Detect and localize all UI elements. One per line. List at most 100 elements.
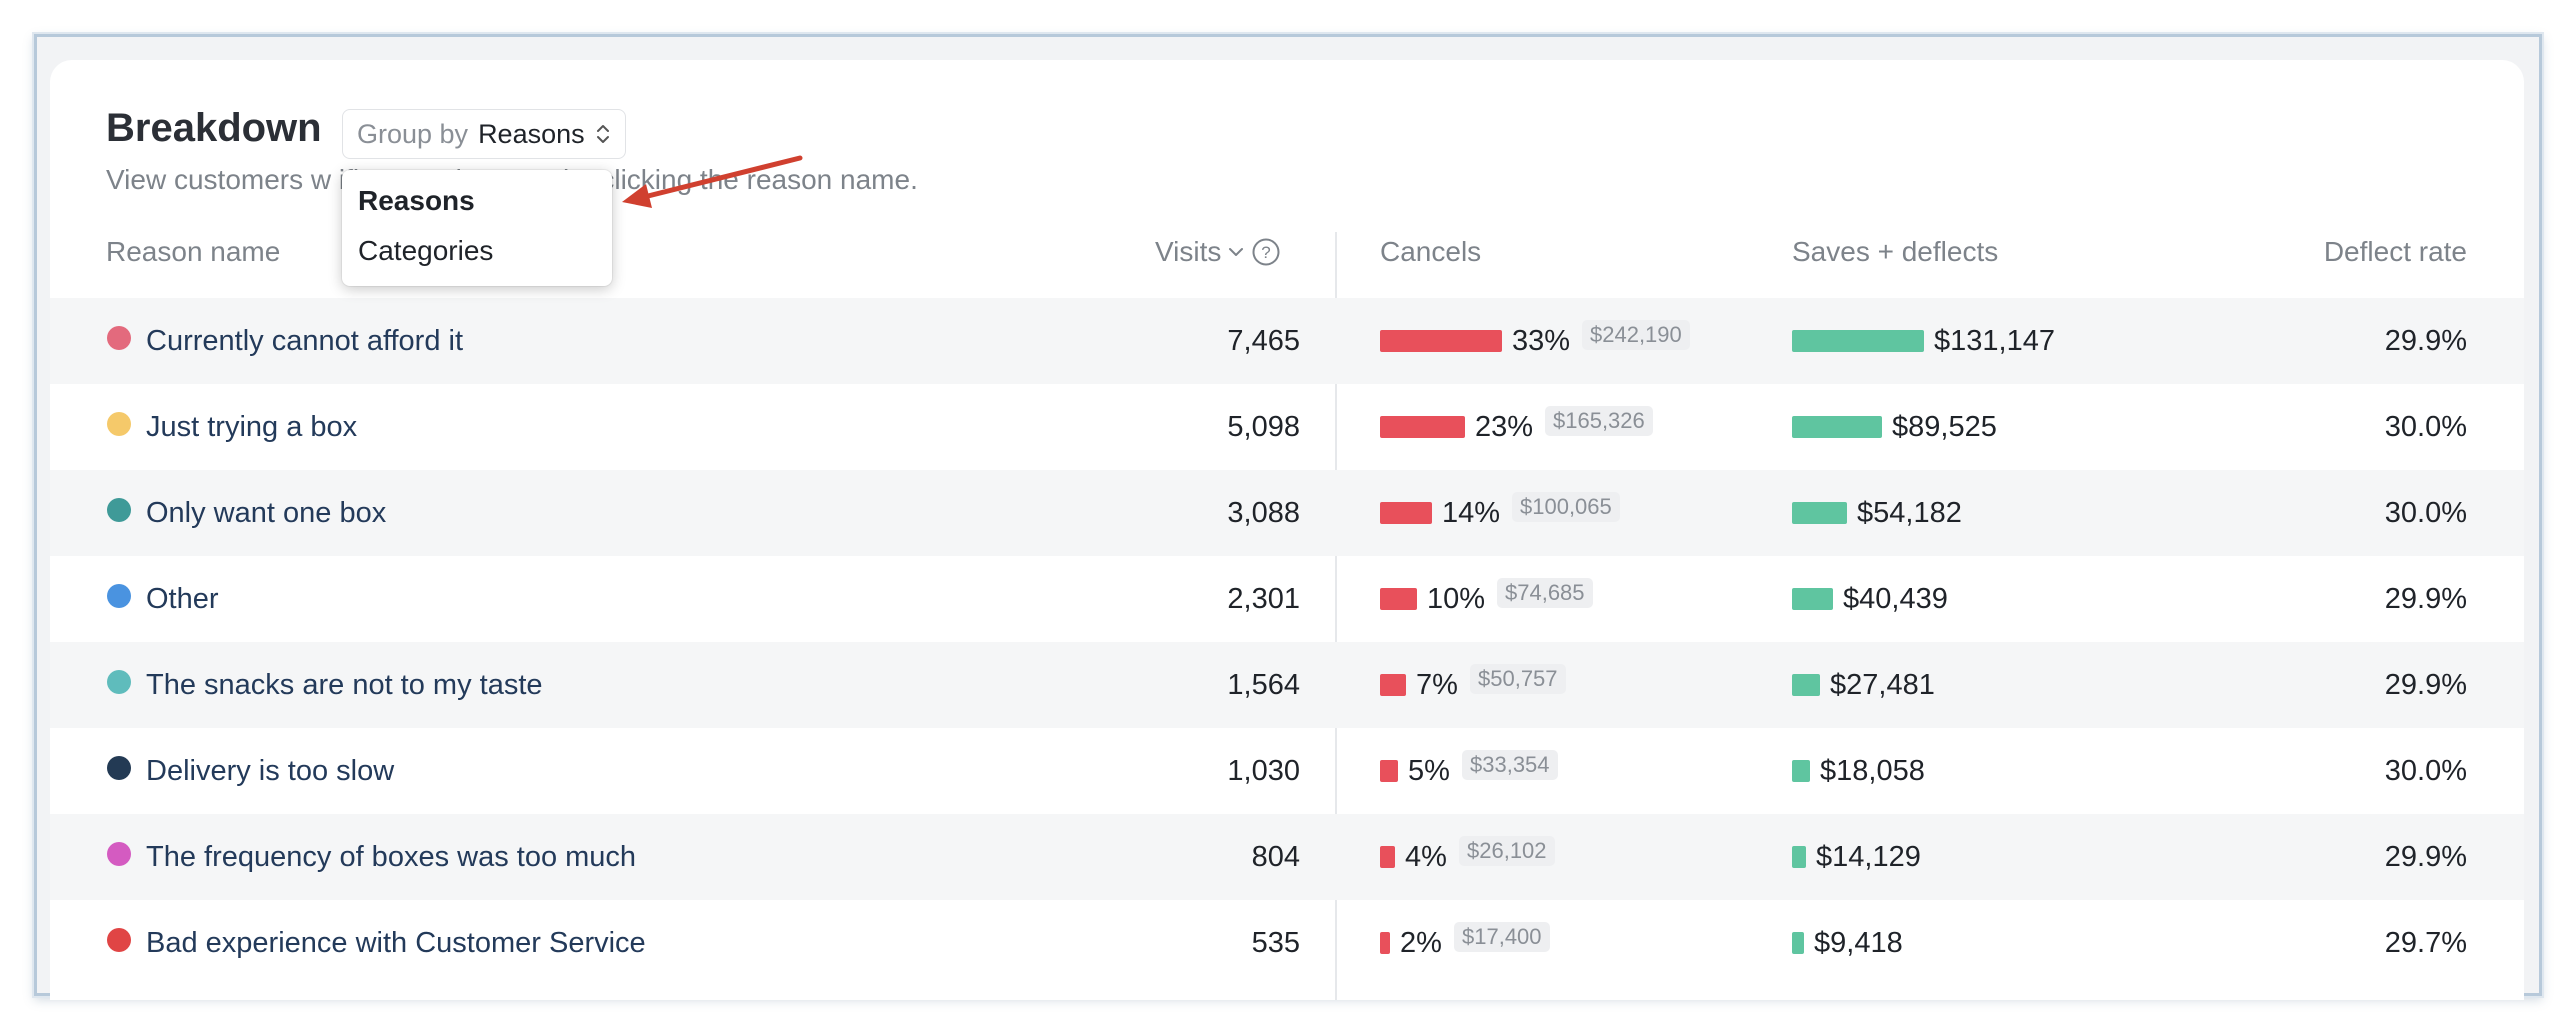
cancel-bar [1380, 416, 1465, 438]
visits-value: 1,564 [1227, 669, 1300, 701]
svg-text:?: ? [1262, 243, 1271, 262]
deflect-rate-value: 30.0% [2384, 755, 2467, 787]
cancel-bar [1380, 846, 1395, 868]
saves-amount: $89,525 [1892, 411, 1997, 443]
table-row: Only want one box 3,088 14% $100,065 $54,182… [50, 470, 2524, 556]
reason-color-dot [107, 842, 131, 866]
cancel-bar [1380, 932, 1390, 954]
reason-name-link[interactable]: Only want one box [146, 497, 387, 529]
visits-value: 804 [1251, 841, 1300, 873]
cancel-bar [1380, 674, 1406, 696]
column-header-visits-label: Visits [1155, 236, 1222, 267]
visits-value: 1,030 [1227, 755, 1300, 787]
group-by-label: Group by [357, 118, 469, 149]
cancel-bar [1380, 760, 1398, 782]
reason-name-link[interactable]: Other [146, 583, 219, 615]
saves-amount: $54,182 [1857, 497, 1962, 529]
table-row: Currently cannot afford it 7,465 33% $242,1… [50, 298, 2524, 384]
reason-name-link[interactable]: Currently cannot afford it [146, 325, 464, 357]
column-header-reason-name: Reason name [106, 236, 281, 267]
table-row: The frequency of boxes was too much 804 4%… [50, 814, 2524, 900]
visits-value: 2,301 [1227, 583, 1300, 615]
cancel-bar [1380, 502, 1432, 524]
saves-bar [1792, 330, 1924, 352]
saves-bar [1792, 674, 1820, 696]
cancel-amount-badge: $165,326 [1545, 406, 1653, 436]
visits-value: 535 [1251, 927, 1300, 959]
dropdown-option-categories[interactable]: Categories [358, 235, 494, 266]
breakdown-card: Breakdown Group by Reasons View customer… [50, 60, 2524, 1000]
group-by-dropdown: Reasons Categories [342, 170, 612, 286]
cancel-bar [1380, 588, 1417, 610]
reason-color-dot [107, 412, 131, 436]
saves-amount: $131,147 [1934, 325, 2055, 357]
visits-value: 3,088 [1227, 497, 1300, 529]
column-divider [1335, 232, 1337, 1000]
cancel-percent: 5% [1408, 755, 1450, 787]
table-row: Just trying a box 5,098 23% $165,326 $89,525… [50, 384, 2524, 470]
table-row: Bad experience with Customer Service 535 2… [50, 900, 2524, 986]
reason-name-link[interactable]: Just trying a box [146, 411, 358, 443]
cancel-percent: 7% [1416, 669, 1458, 701]
reason-name-link[interactable]: Delivery is too slow [146, 755, 395, 787]
saves-amount: $14,129 [1816, 841, 1921, 873]
saves-bar [1792, 760, 1810, 782]
saves-bar [1792, 502, 1847, 524]
cancel-percent: 2% [1400, 927, 1442, 959]
table-row: Other 2,301 10% $74,685 $40,439 29.9% [50, 556, 2524, 642]
deflect-rate-value: 30.0% [2384, 497, 2467, 529]
reason-color-dot [107, 326, 131, 350]
cancel-percent: 23% [1475, 411, 1534, 443]
reason-name-link[interactable]: The frequency of boxes was too much [146, 841, 637, 873]
cancel-percent: 14% [1442, 497, 1501, 529]
reason-name-link[interactable]: Bad experience with Customer Service [146, 927, 646, 959]
table-row: The snacks are not to my taste 1,564 7% $50… [50, 642, 2524, 728]
deflect-rate-value: 29.9% [2384, 669, 2467, 701]
reason-color-dot [107, 670, 131, 694]
saves-amount: $9,418 [1814, 927, 1903, 959]
column-header-deflect-rate: Deflect rate [2323, 236, 2467, 267]
column-header-cancels: Cancels [1380, 236, 1482, 267]
group-by-select[interactable]: Group by Reasons [342, 109, 626, 159]
reason-color-dot [107, 584, 131, 608]
saves-bar [1792, 416, 1882, 438]
chevron-down-icon [1229, 248, 1244, 256]
visits-value: 5,098 [1227, 411, 1300, 443]
cancel-amount-badge: $26,102 [1459, 836, 1555, 866]
breakdown-table: Currently cannot afford it 7,465 33% $242,1… [50, 298, 2524, 986]
deflect-rate-value: 29.9% [2384, 841, 2467, 873]
saves-bar [1792, 846, 1806, 868]
cancel-amount-badge: $242,190 [1582, 320, 1690, 350]
help-circle-icon[interactable]: ? [1251, 237, 1281, 267]
cancel-percent: 4% [1405, 841, 1447, 873]
deflect-rate-value: 29.7% [2384, 927, 2467, 959]
group-by-value: Reasons [478, 118, 585, 149]
column-header-saves-deflects: Saves + deflects [1792, 236, 1999, 267]
deflect-rate-value: 30.0% [2384, 411, 2467, 443]
deflect-rate-value: 29.9% [2384, 583, 2467, 615]
visits-value: 7,465 [1227, 325, 1300, 357]
cancel-amount-badge: $33,354 [1462, 750, 1558, 780]
cancel-percent: 33% [1512, 325, 1571, 357]
saves-bar [1792, 932, 1804, 954]
cancel-amount-badge: $74,685 [1497, 578, 1593, 608]
reason-color-dot [107, 928, 131, 952]
saves-amount: $18,058 [1820, 755, 1925, 787]
deflect-rate-value: 29.9% [2384, 325, 2467, 357]
dropdown-option-reasons[interactable]: Reasons [358, 185, 475, 216]
cancel-amount-badge: $17,400 [1454, 922, 1550, 952]
saves-bar [1792, 588, 1833, 610]
chevron-up-down-icon [596, 125, 609, 143]
reason-name-link[interactable]: The snacks are not to my taste [146, 669, 543, 701]
cancel-bar [1380, 330, 1502, 352]
reason-color-dot [107, 756, 131, 780]
reason-color-dot [107, 498, 131, 522]
column-header-visits[interactable]: Visits ? [1155, 236, 1281, 268]
table-row: Delivery is too slow 1,030 5% $33,354 $18,05… [50, 728, 2524, 814]
saves-amount: $40,439 [1843, 583, 1948, 615]
page-title: Breakdown [106, 106, 322, 150]
cancel-amount-badge: $100,065 [1512, 492, 1620, 522]
cancel-percent: 10% [1427, 583, 1486, 615]
saves-amount: $27,481 [1830, 669, 1935, 701]
annotation-arrow-icon [622, 155, 803, 208]
